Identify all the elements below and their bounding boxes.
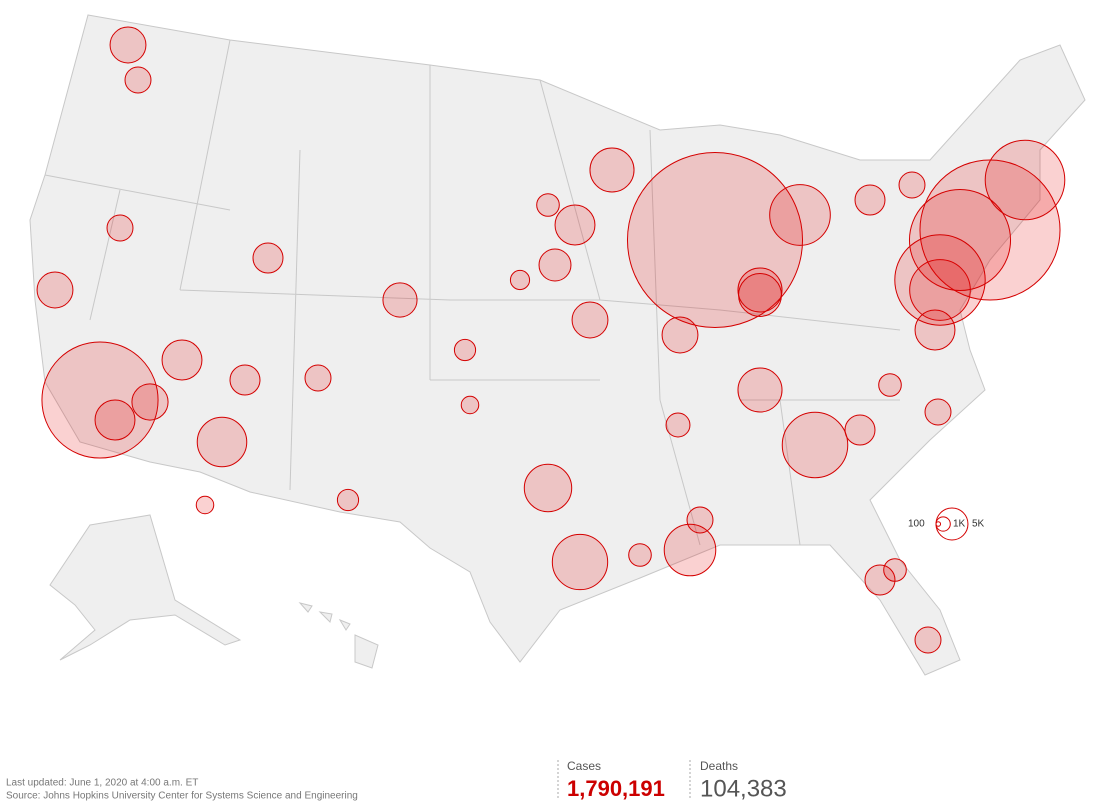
bubble — [769, 184, 831, 246]
bubble — [571, 301, 609, 339]
bubble — [854, 184, 886, 216]
bubble — [626, 151, 804, 329]
bubble — [737, 367, 783, 413]
bubble — [894, 234, 986, 326]
bubble — [781, 411, 849, 479]
state-borders — [44, 39, 901, 546]
legend-circle — [935, 516, 951, 532]
cases-total: 1,790,191 — [567, 776, 665, 801]
legend: 100 1K 5K — [908, 507, 985, 541]
bubble — [229, 364, 261, 396]
bubble — [661, 316, 699, 354]
bubble — [737, 267, 783, 313]
bubble — [686, 506, 714, 534]
bubble — [898, 171, 926, 199]
deaths-label: Deaths — [700, 759, 738, 773]
bubble — [41, 341, 159, 459]
alaska — [49, 514, 242, 661]
bubble — [738, 273, 782, 317]
bubble — [908, 188, 1012, 292]
legend-label: 5K — [972, 519, 985, 530]
bubble — [109, 26, 147, 64]
bubble — [628, 543, 652, 567]
bubble — [883, 558, 907, 582]
us-mainland — [29, 14, 1086, 676]
bubble — [523, 463, 573, 513]
bubble — [124, 66, 152, 94]
legend-circle — [935, 507, 969, 541]
bubble — [36, 271, 74, 309]
bubble — [919, 159, 1061, 301]
bubble — [94, 399, 136, 441]
bubble — [304, 364, 332, 392]
legend-label: 100 — [908, 519, 925, 530]
bubble-layer — [36, 26, 1066, 654]
bubble — [382, 282, 418, 318]
bubble — [252, 242, 284, 274]
bubble — [878, 373, 902, 397]
source: Source: Johns Hopkins University Center … — [6, 791, 358, 802]
hawaii — [298, 602, 379, 669]
deaths-total: 104,383 — [700, 775, 787, 802]
bubble — [538, 248, 572, 282]
cases-label: Cases — [567, 759, 601, 773]
bubble — [554, 204, 596, 246]
bubble — [864, 564, 896, 596]
legend-label: 1K — [953, 519, 966, 530]
bubble — [914, 309, 956, 351]
updated: Last updated: June 1, 2020 at 4:00 a.m. … — [6, 778, 198, 789]
bubble — [336, 488, 360, 512]
bubble — [131, 383, 169, 421]
bubble — [984, 139, 1066, 221]
bubble — [589, 147, 635, 193]
bubble — [161, 339, 203, 381]
bubble — [914, 626, 942, 654]
bubble — [844, 414, 876, 446]
bubble — [924, 398, 952, 426]
bubble — [663, 523, 717, 577]
bubble — [509, 269, 531, 291]
bubble — [195, 495, 215, 515]
bubble — [106, 214, 134, 242]
bubble — [453, 338, 477, 362]
bubble — [196, 416, 248, 468]
bubble — [909, 259, 971, 321]
bubble — [551, 533, 609, 591]
bubble — [460, 395, 480, 415]
bubble — [665, 412, 691, 438]
bubble — [536, 193, 560, 217]
